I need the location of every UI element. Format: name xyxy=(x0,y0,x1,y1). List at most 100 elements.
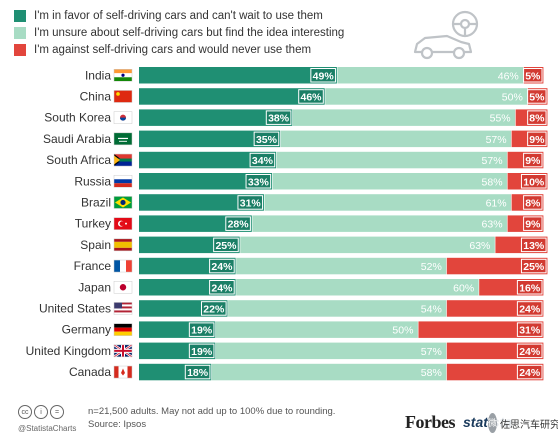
value-label-box xyxy=(516,322,543,337)
forbes-logo: Forbes xyxy=(405,412,456,432)
country-label: South Africa xyxy=(46,153,111,167)
country-label: Saudi Arabia xyxy=(43,132,111,146)
value-label: 22% xyxy=(203,303,225,315)
flag-japan-icon xyxy=(113,281,133,294)
value-label: 57% xyxy=(421,346,442,358)
value-label: 25% xyxy=(523,261,545,273)
value-label: 24% xyxy=(519,367,541,379)
country-label: Germany xyxy=(62,323,111,337)
value-label: 8% xyxy=(525,197,541,209)
bar-segment xyxy=(139,194,264,211)
value-label: 9% xyxy=(525,219,541,231)
value-label-box xyxy=(298,89,324,104)
country-label: France xyxy=(74,259,112,273)
value-label-box xyxy=(527,110,547,125)
value-label-box xyxy=(523,152,543,168)
legend-swatch xyxy=(14,26,26,39)
bar-segment xyxy=(276,151,507,169)
country-label: Brazil xyxy=(81,195,111,209)
country-label: China xyxy=(80,89,112,103)
legend-swatch xyxy=(14,43,26,56)
value-label: 10% xyxy=(523,176,545,188)
value-label-box xyxy=(188,322,215,337)
value-label-box xyxy=(516,301,543,316)
value-label-box xyxy=(245,174,272,189)
country-label: India xyxy=(85,68,111,82)
legend-item: I'm in favor of self-driving cars and ca… xyxy=(14,7,344,24)
bar-segment xyxy=(139,109,293,126)
flag-france-icon xyxy=(113,259,133,273)
value-label: 54% xyxy=(421,303,442,315)
bar-segment xyxy=(236,279,479,296)
bar-segment xyxy=(337,67,524,84)
bar-segment xyxy=(139,151,277,169)
country-label: Russia xyxy=(74,174,111,188)
value-label-box xyxy=(523,216,543,231)
footer-note: n=21,500 adults. May not add up to 100% … xyxy=(88,405,335,431)
source-label: Source: Ipsos xyxy=(88,419,147,430)
value-label-box xyxy=(516,280,543,295)
value-label-box xyxy=(520,174,547,189)
bar-segment xyxy=(236,257,447,275)
value-label-box xyxy=(527,89,547,104)
flag-canada-icon xyxy=(113,365,133,379)
value-label-box xyxy=(225,216,251,231)
value-label-box xyxy=(237,195,264,210)
flag-russia-icon xyxy=(113,175,133,188)
value-label-box xyxy=(188,343,215,359)
value-label: 58% xyxy=(482,176,503,188)
value-label: 19% xyxy=(191,346,213,358)
bar-segment xyxy=(418,321,544,338)
value-label: 5% xyxy=(529,91,545,103)
flag-united-states-icon xyxy=(113,302,133,315)
license-icon: i xyxy=(34,405,48,419)
value-label-box xyxy=(516,343,543,359)
value-label: 50% xyxy=(392,325,413,337)
value-label: 55% xyxy=(490,113,511,125)
legend-label: I'm in favor of self-driving cars and ca… xyxy=(34,9,323,22)
credit-label: @StatistaCharts xyxy=(18,424,77,433)
stacked-bar-chart: India 49% 46% 5%China 46% 50% 5%South Korea 38%… xyxy=(26,67,548,381)
value-label: 61% xyxy=(486,197,507,209)
bar-segment xyxy=(264,194,511,211)
value-label: 28% xyxy=(228,219,250,231)
value-label: 24% xyxy=(211,261,233,273)
value-label: 63% xyxy=(482,219,503,231)
value-label: 50% xyxy=(502,91,523,103)
value-label: 19% xyxy=(191,325,213,337)
flag-india-icon xyxy=(113,69,133,82)
value-label: 35% xyxy=(256,134,278,146)
bar-segment xyxy=(252,215,507,232)
value-label: 9% xyxy=(529,134,545,146)
value-label: 38% xyxy=(268,113,290,125)
bar-segment xyxy=(240,236,495,254)
country-label: Canada xyxy=(69,365,111,379)
flag-saudi-arabia-icon xyxy=(113,132,133,146)
country-label: Turkey xyxy=(75,217,111,231)
value-label: 57% xyxy=(482,155,503,167)
value-label-box xyxy=(310,68,336,83)
value-label: 58% xyxy=(421,367,442,379)
bar-segment xyxy=(139,130,281,148)
country-label: South Korea xyxy=(44,111,111,125)
value-label-box xyxy=(527,131,547,147)
value-label: 63% xyxy=(469,240,490,252)
value-label: 24% xyxy=(519,346,541,358)
value-label-box xyxy=(184,364,211,380)
value-label: 9% xyxy=(525,155,541,167)
value-label: 34% xyxy=(252,155,274,167)
value-label-box xyxy=(265,110,292,125)
legend-swatch xyxy=(14,9,26,22)
value-label: 16% xyxy=(519,282,541,294)
bar-segment xyxy=(139,215,252,232)
flag-united-kingdom-icon xyxy=(113,343,133,358)
value-label-box xyxy=(213,237,239,253)
value-label-box xyxy=(253,131,280,147)
legend-item: I'm unsure about self-driving cars but f… xyxy=(14,24,344,41)
value-label: 49% xyxy=(313,70,335,82)
value-label: 25% xyxy=(215,240,237,252)
value-label: 60% xyxy=(453,282,474,294)
value-label-box xyxy=(523,68,543,83)
watermark-text: 佐思汽车研究 xyxy=(500,419,558,431)
legend-item: I'm against self-driving cars and would … xyxy=(14,41,344,58)
